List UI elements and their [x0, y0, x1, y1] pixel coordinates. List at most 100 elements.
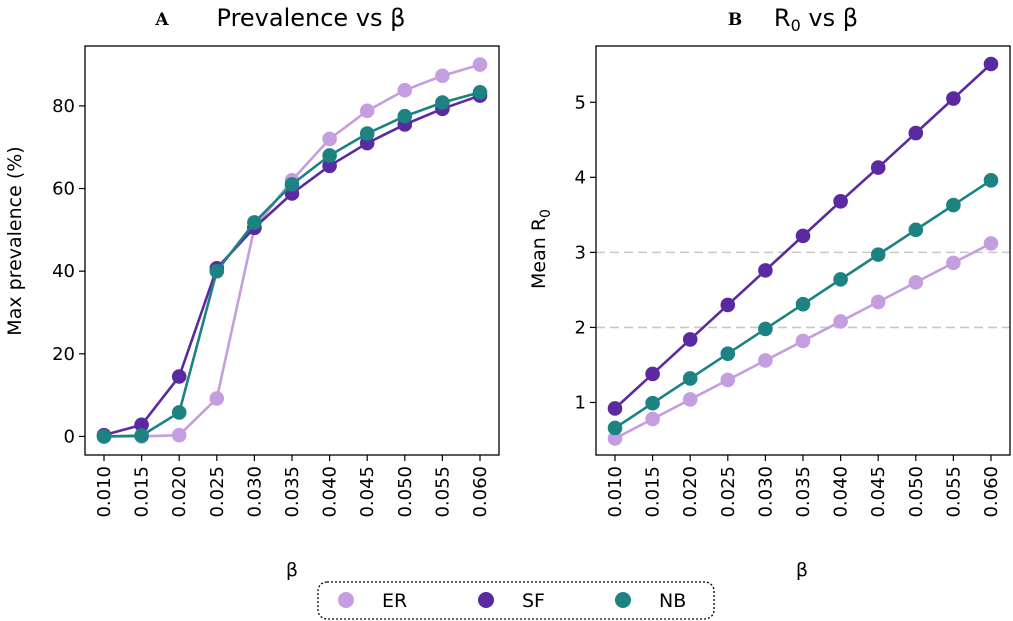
panel-a-point-er-9 — [435, 68, 450, 84]
panel-b-point-er-1 — [645, 411, 660, 427]
panel-b-y-tick-label: 5 — [575, 92, 586, 113]
panel-a-y-tick-label: 0 — [64, 426, 75, 447]
panel-b-point-sf-7 — [870, 160, 886, 175]
panel-b-point-sf-5 — [795, 228, 811, 244]
panel-b-reference-lines — [596, 251, 1010, 329]
panel-a-point-nb-2 — [171, 405, 187, 420]
panel-a-x-tick-label: 0.030 — [244, 466, 265, 518]
panel-b-point-er-7 — [870, 294, 886, 310]
panel-b-title-rest: vs β — [801, 4, 858, 32]
panel-a-y-tick-label: 40 — [52, 261, 75, 282]
panel-a-point-sf-6 — [322, 158, 337, 174]
legend: ER SF NB — [317, 581, 715, 620]
panel-b-title-sub: 0 — [791, 16, 801, 35]
panel-b-point-er-10 — [983, 236, 999, 251]
panel-a-x-tick-label: 0.010 — [94, 466, 115, 518]
panel-a-series-line-nb — [103, 91, 481, 438]
panel-a-x-tick-label: 0.060 — [470, 466, 491, 518]
panel-b-point-nb-2 — [682, 371, 698, 386]
panel-b-plot-frame — [595, 45, 1011, 456]
panel-b-point-sf-2 — [682, 332, 698, 347]
panel-b-title-main: R — [774, 4, 791, 32]
panel-b-x-tick-label: 0.035 — [793, 466, 814, 518]
panel-b-x-axis-label: β — [796, 559, 808, 581]
panel-a-prevalence: A Prevalence vs β Max prevalence (%) β 0… — [4, 4, 500, 581]
panel-b-point-nb-3 — [720, 346, 736, 361]
panel-b-point-er-0 — [607, 431, 623, 446]
panel-b-point-sf-4 — [758, 263, 773, 278]
panel-a-point-nb-3 — [209, 263, 225, 279]
panel-a-point-nb-6 — [322, 148, 337, 163]
panel-b-x-tick-label: 0.045 — [868, 466, 889, 518]
panel-a-x-tick-label: 0.035 — [282, 466, 303, 518]
panel-b-point-nb-10 — [983, 173, 999, 188]
panel-a-point-nb-4 — [247, 215, 262, 230]
panel-a-x-ticks: 0.010 0.015 0.020 0.025 0.030 0.035 0.040 0.045… — [94, 455, 491, 518]
panel-a-y-tick-label: 80 — [52, 96, 75, 117]
panel-b-point-nb-8 — [908, 222, 924, 238]
panel-a-point-nb-10 — [472, 84, 488, 100]
panel-b-x-tick-label: 0.025 — [718, 466, 739, 518]
panel-b-point-er-2 — [682, 392, 698, 407]
legend-marker-er — [338, 592, 354, 608]
panel-b-point-sf-8 — [908, 125, 924, 141]
panel-b-point-er-9 — [946, 255, 961, 271]
panel-b-y-axis-label-main: Mean R — [528, 218, 550, 289]
panel-b-point-sf-9 — [946, 91, 961, 106]
panel-b-point-er-3 — [720, 372, 736, 388]
panel-a-x-tick-label: 0.020 — [169, 466, 190, 518]
panel-b-point-sf-6 — [833, 194, 848, 209]
panel-a-y-axis-label: Max prevalence (%) — [4, 146, 26, 335]
panel-b-series — [607, 56, 999, 446]
panel-a-point-nb-9 — [435, 95, 450, 110]
panel-b-point-sf-1 — [645, 366, 660, 382]
panel-b-x-tick-label: 0.060 — [981, 466, 1002, 518]
panel-a-point-nb-8 — [397, 108, 413, 124]
panel-b-point-nb-7 — [870, 247, 886, 262]
legend-marker-nb — [615, 592, 631, 608]
panel-a-x-tick-label: 0.025 — [207, 466, 228, 518]
panel-b-point-er-8 — [908, 275, 924, 290]
panel-b-y-axis-label: Mean R0 — [528, 209, 554, 289]
legend-label-sf: SF — [522, 590, 545, 612]
panel-a-point-er-3 — [209, 391, 225, 406]
panel-a-y-ticks: 0 20 40 60 80 — [52, 96, 85, 447]
panel-a-y-tick-label: 20 — [52, 344, 75, 365]
panel-a-point-er-8 — [397, 82, 413, 98]
legend-label-nb: NB — [659, 590, 686, 612]
panel-a-x-tick-label: 0.045 — [357, 466, 378, 518]
panel-b-point-er-5 — [795, 333, 811, 349]
panel-b-title: R0 vs β — [774, 4, 858, 35]
panel-b-y-axis-label-sub: 0 — [538, 209, 554, 218]
panel-b-point-nb-5 — [795, 296, 811, 312]
panel-b-y-ticks: 1 2 3 4 5 — [575, 92, 596, 413]
panel-b-y-tick-label: 3 — [575, 242, 586, 263]
panel-a-x-tick-label: 0.015 — [132, 466, 153, 518]
panel-b-x-tick-label: 0.055 — [943, 466, 964, 518]
panel-a-point-sf-1 — [134, 417, 149, 433]
panel-a-x-tick-label: 0.050 — [395, 466, 416, 518]
panel-b-point-sf-10 — [983, 56, 999, 72]
panel-b-x-tick-label: 0.050 — [906, 466, 927, 518]
panel-b-x-ticks: 0.010 0.015 0.020 0.025 0.030 0.035 0.040 0.045… — [605, 455, 1002, 518]
panel-b-point-nb-4 — [758, 321, 773, 337]
panel-a-series-line-sf — [103, 94, 481, 437]
panel-b-y-tick-label: 2 — [575, 317, 586, 338]
panel-a-x-axis-label: β — [286, 559, 298, 581]
panel-b-x-tick-label: 0.030 — [755, 466, 776, 518]
legend-marker-sf — [478, 592, 494, 608]
panel-b-x-tick-label: 0.020 — [680, 466, 701, 518]
legend-items: ER SF NB — [338, 590, 686, 612]
panel-a-y-tick-label: 60 — [52, 179, 75, 200]
panel-b-point-sf-0 — [607, 401, 623, 416]
panel-a-point-er-7 — [359, 103, 375, 119]
panel-b-point-nb-9 — [946, 197, 961, 213]
panel-a-series-line-er — [104, 63, 481, 438]
panel-b-y-tick-label: 4 — [575, 167, 586, 188]
panel-a-point-nb-0 — [96, 429, 112, 444]
panel-b-point-er-4 — [758, 353, 773, 368]
panel-a-point-nb-1 — [134, 428, 149, 443]
